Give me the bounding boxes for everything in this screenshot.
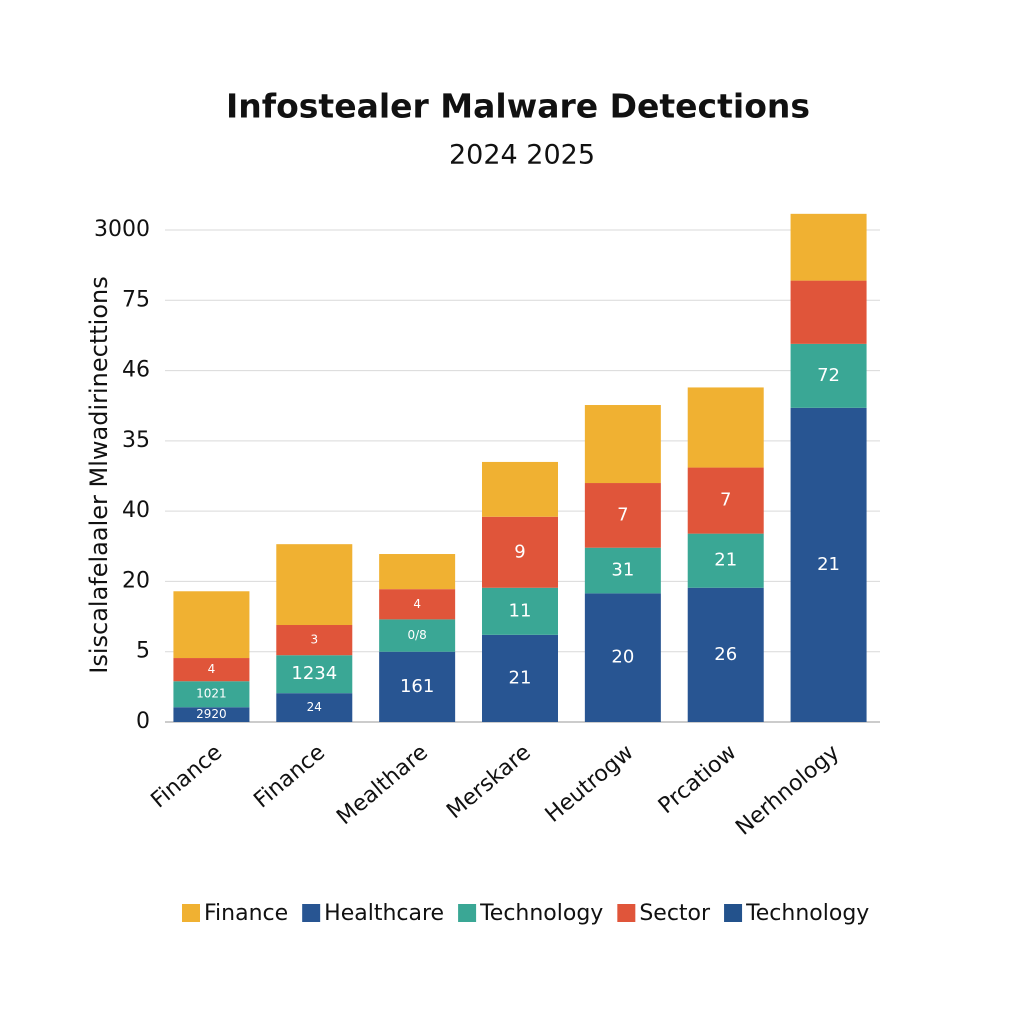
data-label: 4 [208,662,216,676]
y-tick-label: 46 [122,358,150,383]
bar-segment [790,343,867,408]
bar-segment [173,707,250,722]
bar-segment [687,467,764,534]
y-tick-label: 5 [136,639,150,664]
data-label: 0/8 [407,628,426,642]
x-tick-label: Finance [249,740,330,813]
bar-segment [276,693,353,722]
bar-segment [276,625,353,656]
data-label: 7 [617,504,628,525]
data-label: 21 [714,550,737,571]
bar-segment [687,387,764,468]
y-tick-label: 0 [136,709,150,734]
y-tick-label: 3000 [94,217,150,242]
data-label: 31 [611,560,634,581]
data-label: 161 [400,676,434,697]
bar-segment [482,587,558,635]
bar-segment [790,280,867,344]
legend-label: Finance [204,901,288,926]
data-label: 20 [611,647,634,668]
data-label: 1234 [291,663,337,684]
y-tick-label: 35 [122,428,150,453]
legend-swatch [458,904,477,922]
x-tick-label: Heutrogw [541,740,639,828]
x-tick-label: Prcatiow [654,740,741,819]
bar-segment [173,681,250,708]
chart-subtitle: 2024 2025 [449,140,595,171]
data-label: 21 [509,667,532,688]
data-label: 2920 [196,707,227,721]
legend-label: Technology [745,901,869,926]
data-label: 9 [514,541,525,562]
legend-swatch [182,904,200,922]
bar-segment [584,405,661,484]
data-label: 21 [817,554,840,575]
x-tick-label: Merskare [442,740,535,824]
x-tick-label: Finance [147,740,228,813]
x-tick-label: Mealthare [332,740,433,830]
bar-segment [482,634,558,722]
data-label: 4 [413,597,421,611]
legend-label: Technology [479,901,603,926]
bar-segment [584,483,661,548]
data-label: 72 [817,365,840,386]
bar-segment [173,658,250,682]
y-tick-label: 75 [122,287,150,312]
bar-segment [790,407,867,722]
data-label: 26 [714,644,737,665]
y-tick-label: 40 [122,498,150,523]
bar-segment [379,554,456,590]
bar-segment [482,461,558,517]
data-label: 3 [310,633,318,647]
legend-label: Healthcare [324,901,444,926]
bar-segment [584,547,661,594]
bar-segment [687,587,764,722]
legend-swatch [617,904,636,922]
y-axis-label: Isiscalafelaaler Mlwadirinecttions [85,276,113,673]
bar-segment [482,516,558,588]
bar-segment [379,619,456,652]
bar-segment [790,213,867,281]
bar-segment [276,655,353,694]
legend-swatch [724,904,743,922]
data-label: 1021 [196,687,227,701]
bar-segment [173,591,250,659]
data-label: 11 [509,600,532,621]
legend-swatch [302,904,321,922]
data-label: 7 [720,490,731,511]
legend-label: Sector [639,901,711,926]
y-tick-label: 20 [122,568,150,593]
bar-segment [379,589,456,620]
bar-segment [687,533,764,588]
x-tick-label: Nerhnology [731,740,844,841]
bar-segment [276,544,353,626]
chart-title: Infostealer Malware Detections [226,87,810,126]
data-label: 24 [307,700,322,714]
bar-segment [584,593,661,722]
bar-segment [379,651,456,722]
